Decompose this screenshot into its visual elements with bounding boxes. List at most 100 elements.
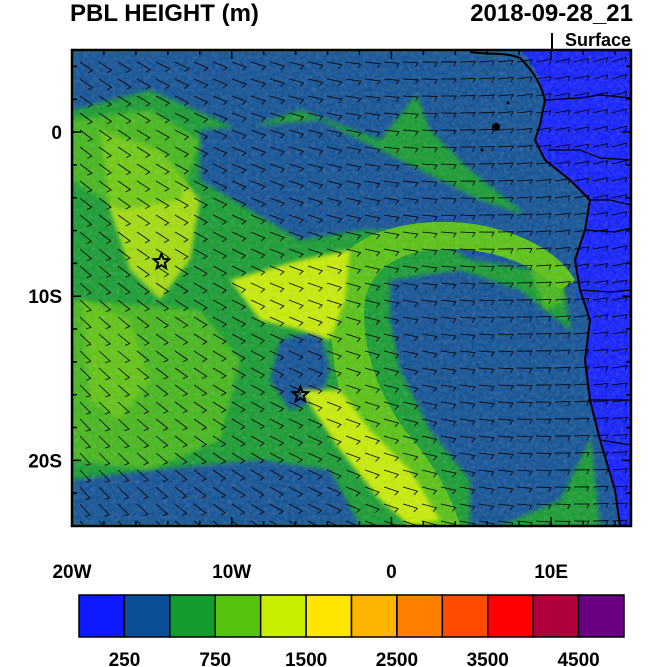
wind-barb — [478, 333, 495, 340]
wind-barb — [212, 282, 227, 294]
wind-barb — [573, 126, 590, 132]
wind-barb — [174, 282, 189, 294]
wind-barb — [440, 197, 457, 204]
y-tick-label: 20S — [28, 451, 62, 472]
wind-barb — [117, 418, 130, 432]
wind-barb — [136, 129, 151, 141]
wind-barb — [364, 503, 380, 513]
wind-barb — [421, 367, 438, 375]
wind-barb — [459, 520, 476, 526]
wind-barb — [307, 333, 323, 343]
wind-barb — [307, 384, 323, 395]
wind-barb — [269, 435, 285, 447]
wind-barb — [460, 146, 476, 152]
wind-barb — [326, 231, 343, 240]
wind-barb — [212, 61, 228, 72]
wind-barb — [326, 486, 342, 497]
wind-barb — [269, 333, 285, 344]
wind-barb — [345, 299, 362, 309]
wind-barb — [117, 350, 131, 363]
wind-barb — [421, 469, 438, 478]
wind-barb — [478, 469, 495, 477]
wind-barb — [345, 520, 359, 526]
wind-barb — [269, 367, 285, 378]
wind-barb — [402, 197, 419, 205]
wind-barb — [383, 299, 400, 308]
wind-barb — [136, 333, 150, 346]
wind-barb — [535, 144, 552, 150]
wind-barb — [535, 264, 552, 270]
wind-barb — [326, 503, 342, 514]
wind-barb — [592, 91, 609, 98]
wind-barb — [326, 367, 342, 377]
wind-barb — [592, 262, 609, 269]
y-tick-label: 10S — [28, 287, 62, 308]
wind-barb — [231, 367, 246, 379]
wind-barb — [478, 486, 495, 494]
wind-barb — [440, 333, 457, 341]
wind-barb — [155, 163, 170, 175]
wind-barb — [516, 367, 533, 373]
wind-barb — [79, 78, 94, 91]
wind-barb — [174, 180, 189, 192]
wind-barb — [535, 418, 552, 424]
wind-barb — [250, 180, 266, 191]
wind-barb — [193, 146, 209, 157]
wind-barb — [117, 503, 130, 517]
wind-barb — [592, 143, 609, 149]
wind-barb — [421, 163, 438, 170]
wind-barb — [155, 78, 171, 90]
wind-barb — [79, 435, 92, 449]
wind-barb — [383, 95, 400, 102]
plot-frame — [70, 48, 633, 528]
wind-barb — [535, 435, 552, 441]
wind-barb — [573, 177, 590, 184]
wind-barb — [440, 469, 457, 478]
wind-barb — [440, 316, 457, 324]
wind-barb — [231, 180, 247, 191]
wind-barb — [592, 280, 609, 286]
wind-barb — [535, 75, 552, 82]
wind-barb — [364, 146, 381, 154]
wind-barb — [364, 112, 381, 120]
wind-barb — [592, 331, 609, 337]
wind-barb — [364, 452, 380, 462]
wind-barb — [155, 469, 169, 482]
wind-barb — [402, 316, 419, 325]
wind-barb — [79, 265, 93, 279]
wind-barb — [516, 265, 533, 271]
wind-barb — [592, 57, 608, 63]
wind-barb — [421, 95, 438, 102]
wind-barb — [155, 231, 170, 243]
wind-barb — [288, 503, 303, 515]
wind-barb — [383, 214, 400, 222]
wind-barb — [516, 350, 533, 356]
wind-barb — [516, 162, 533, 168]
wind-barb — [136, 384, 150, 397]
wind-barb — [459, 282, 476, 289]
wind-barb — [326, 282, 343, 292]
wind-barb — [79, 231, 93, 244]
wind-barb — [459, 214, 476, 221]
wind-barb — [212, 197, 228, 208]
wind-barb — [326, 146, 343, 155]
wind-barb — [497, 231, 514, 237]
wind-barb — [440, 129, 457, 135]
wind-barb — [98, 384, 111, 398]
wind-barb — [212, 95, 228, 106]
wind-barb — [98, 333, 112, 347]
wind-barb — [611, 125, 627, 131]
wind-barb — [117, 316, 131, 329]
wind-barb — [250, 299, 266, 310]
wind-barb — [307, 367, 323, 378]
wind-barb — [554, 178, 571, 184]
wind-barb — [478, 180, 495, 186]
wind-barb — [554, 195, 571, 201]
colorbar-swatch — [169, 594, 216, 638]
wind-barb — [497, 94, 514, 100]
wind-barb — [212, 231, 228, 243]
wind-barb — [478, 265, 495, 271]
wind-barbs — [79, 56, 628, 526]
wind-barb — [402, 299, 419, 307]
wind-barb — [421, 350, 438, 358]
